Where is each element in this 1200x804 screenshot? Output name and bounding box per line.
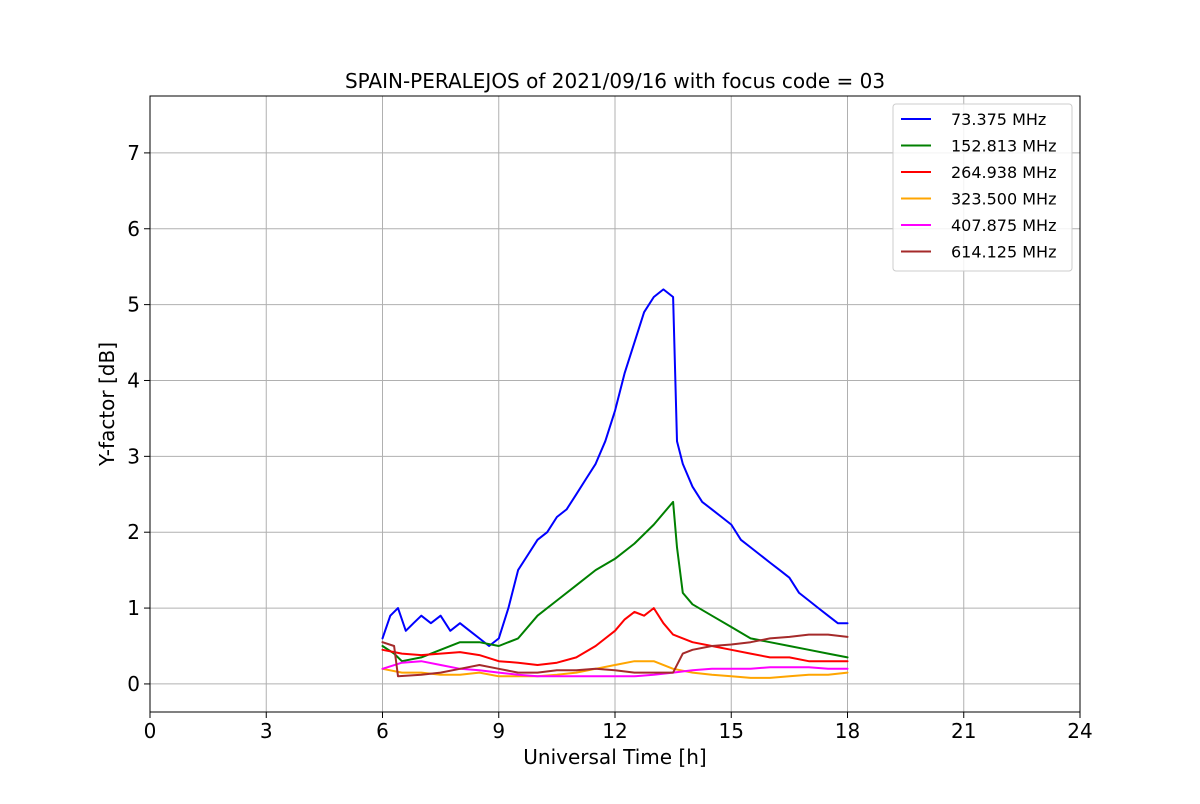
y-tick-label: 3	[127, 444, 140, 468]
y-tick-label: 2	[127, 520, 140, 544]
series-layer	[381, 288, 849, 679]
series-line-4	[381, 660, 849, 679]
x-tick-label: 0	[144, 719, 157, 743]
series-line-3	[381, 607, 849, 666]
x-axis-label: Universal Time [h]	[523, 745, 706, 769]
x-tick-label: 18	[835, 719, 860, 743]
legend-label: 407.875 MHz	[951, 216, 1056, 235]
legend-label: 152.813 MHz	[951, 137, 1056, 156]
y-tick-label: 5	[127, 293, 140, 317]
x-tick-label: 21	[951, 719, 976, 743]
x-tick-label: 12	[602, 719, 627, 743]
chart-title: SPAIN-PERALEJOS of 2021/09/16 with focus…	[345, 69, 885, 93]
legend-box	[892, 103, 1073, 272]
legend-label: 614.125 MHz	[951, 243, 1056, 262]
legend: 73.375 MHz 152.813 MHz 264.938 MHz 323.500 …	[892, 103, 1073, 272]
x-tick-label: 9	[492, 719, 505, 743]
y-tick-label: 0	[127, 672, 140, 696]
y-tick-label: 4	[127, 368, 140, 392]
series-line-6	[381, 633, 849, 678]
y-tick-label: 7	[127, 141, 140, 165]
x-tick-label: 24	[1067, 719, 1092, 743]
x-tick-label: 6	[376, 719, 389, 743]
legend-label: 264.938 MHz	[951, 163, 1056, 182]
x-tick-label: 15	[719, 719, 744, 743]
x-tick-label: 3	[260, 719, 273, 743]
legend-label: 73.375 MHz	[951, 110, 1046, 129]
legend-label: 323.500 MHz	[951, 190, 1056, 209]
y-axis-label: Y-factor [dB]	[95, 342, 119, 467]
series-line-1	[381, 288, 849, 647]
grid-layer	[149, 96, 1081, 712]
y-tick-label: 1	[127, 596, 140, 620]
y-tick-label: 6	[127, 217, 140, 241]
